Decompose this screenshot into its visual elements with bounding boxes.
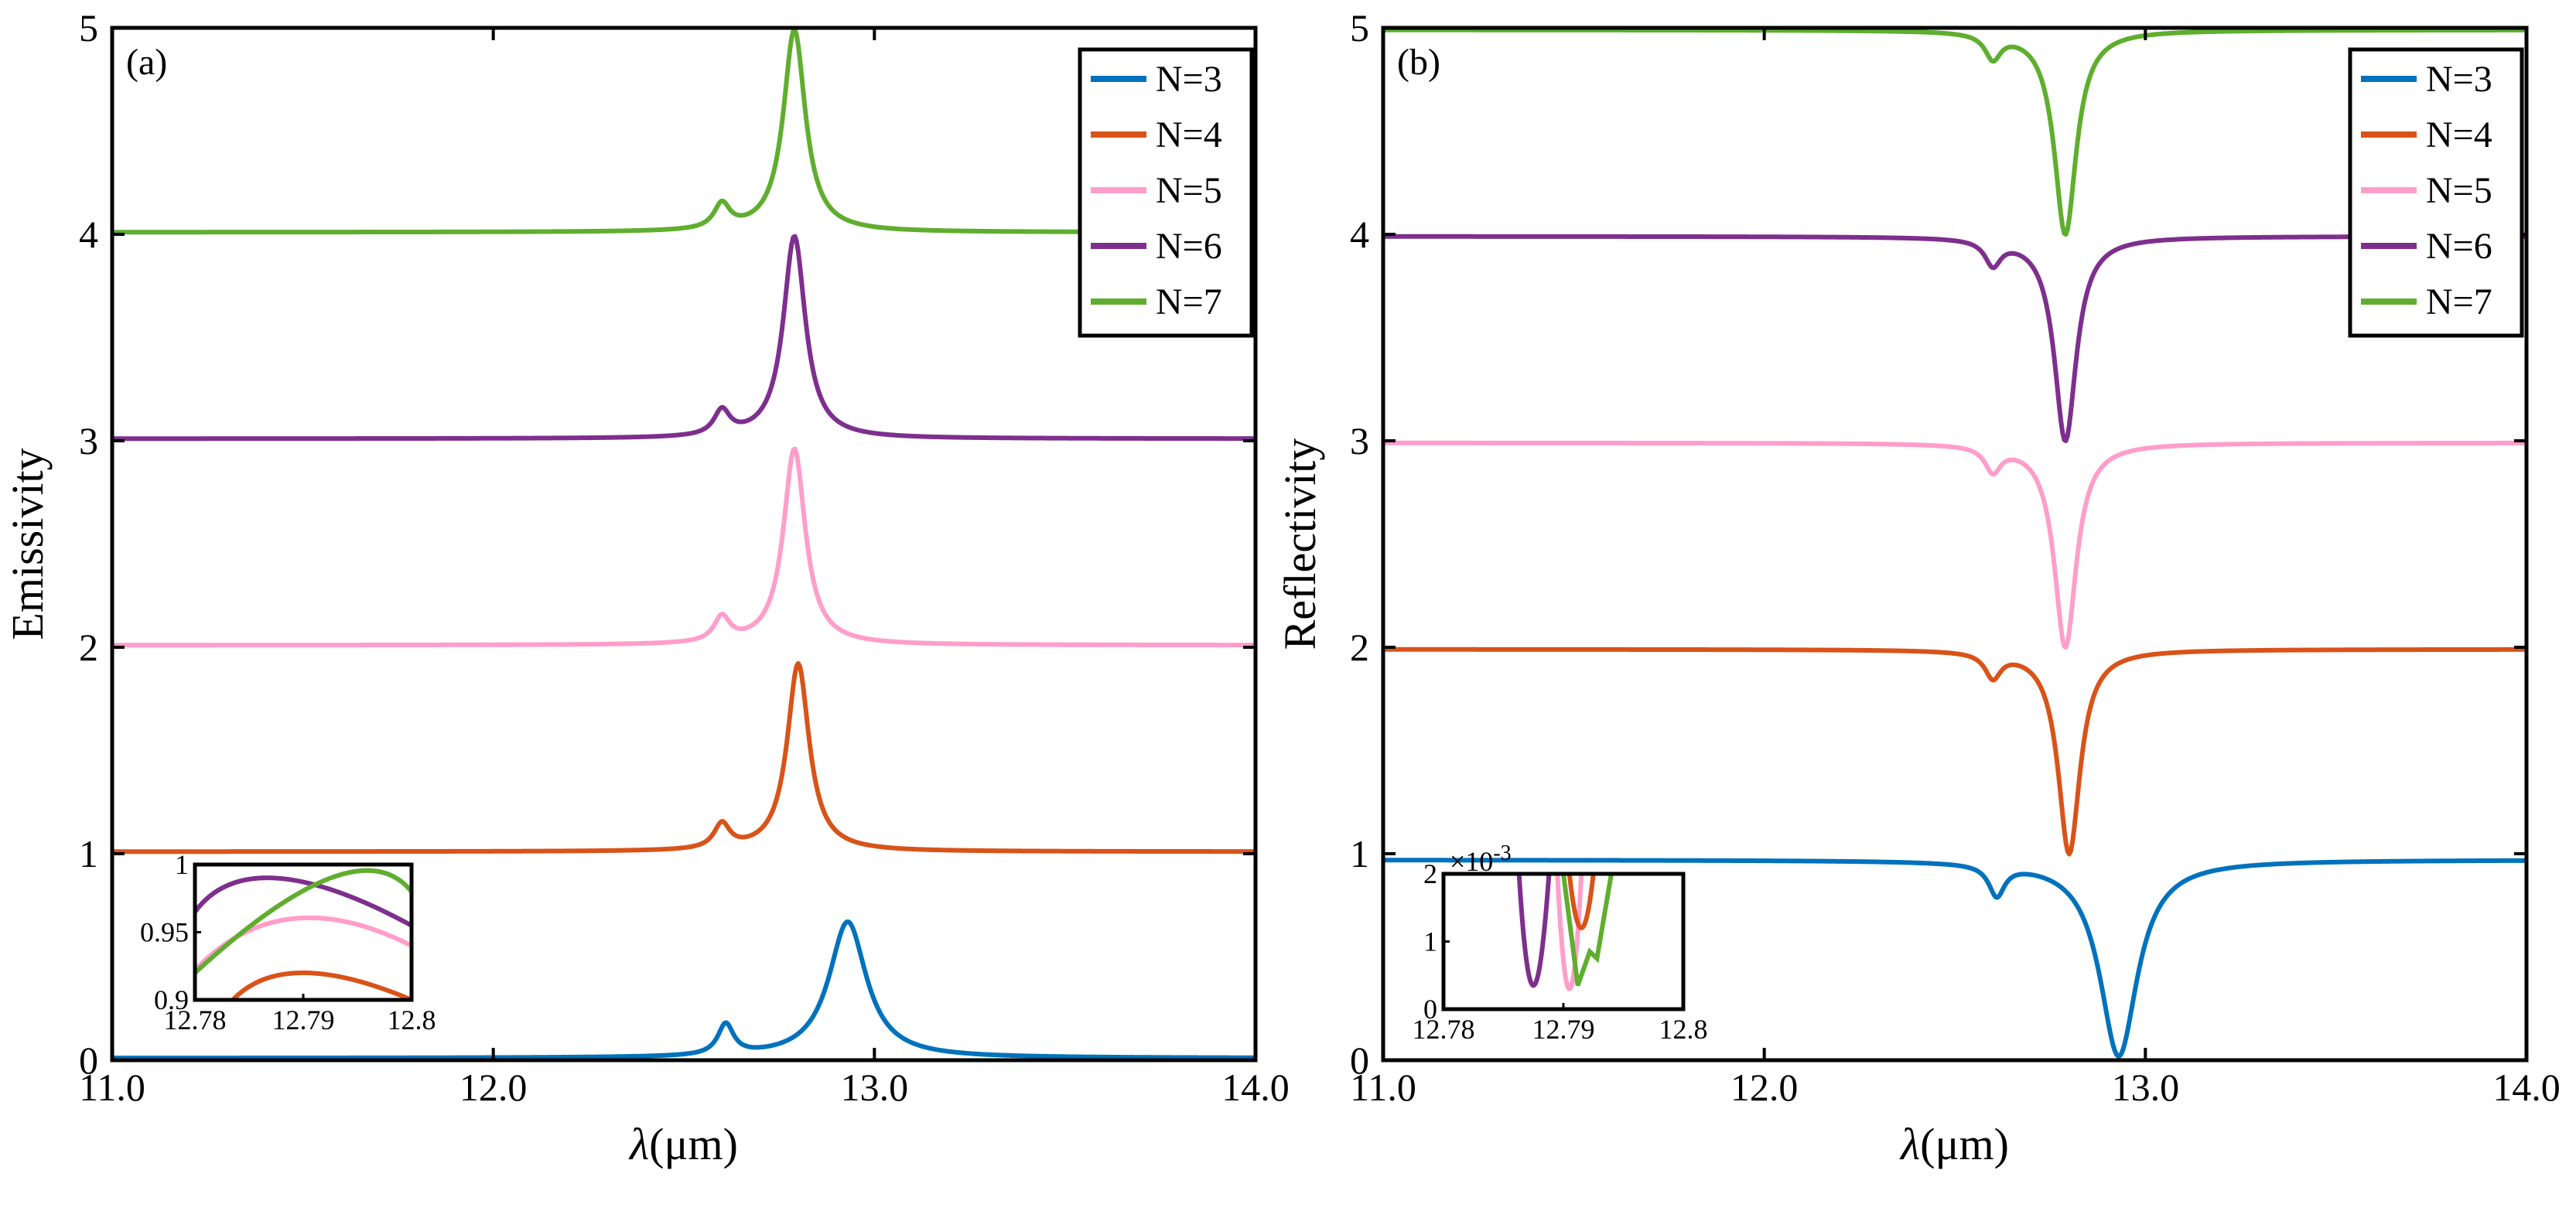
x-tick-label: 11.0 (79, 1066, 145, 1109)
legend-label: N=5 (2426, 170, 2492, 211)
y-axis-title: Reflectivity (1275, 438, 1325, 650)
y-tick-label: 2 (79, 626, 98, 669)
legend-label: N=7 (2426, 281, 2492, 322)
y-tick-label: 0 (1350, 1039, 1369, 1082)
x-tick-label: 14.0 (1221, 1066, 1290, 1109)
y-tick-label: 5 (1350, 6, 1369, 49)
x-axis-title: λ(μm) (628, 1119, 738, 1169)
inset-series-line-n4 (1566, 874, 1596, 930)
inset-series-line-n4 (231, 971, 412, 1000)
series-line-n5 (111, 446, 1256, 648)
x-tick-label: 14.0 (2492, 1066, 2561, 1109)
series-line-n7 (1382, 27, 2527, 237)
y-axis-title: Emissivity (2, 448, 53, 640)
y-tick-label: 5 (79, 6, 98, 49)
series-line-n4 (111, 660, 1256, 855)
panel-b: 11.0 12.0 13.0 14.0 0 1 2 3 4 5 λ(μm) Reflectivity (… (1275, 6, 2561, 1169)
legend-label: N=4 (1156, 114, 1222, 155)
inset-x-tick-label: 12.79 (1532, 1014, 1595, 1045)
x-tick-label: 12.0 (1730, 1066, 1799, 1109)
inset-y-tick-label: 1 (175, 849, 189, 880)
x-axis-title-unit: (μm) (1920, 1119, 2009, 1169)
y-tick-label: 0 (79, 1039, 98, 1082)
y-tick-label: 3 (79, 419, 98, 462)
legend: N=3 N=4 N=5 N=6 N=7 (1078, 47, 1254, 338)
inset-scale-exponent: -3 (1493, 841, 1511, 865)
legend-label: N=5 (1156, 170, 1222, 211)
legend-label: N=6 (2426, 226, 2492, 267)
legend-label: N=6 (1156, 226, 1222, 267)
x-axis-title-symbol: λ (628, 1119, 649, 1169)
series-line-n6 (111, 234, 1256, 442)
inset-y-tick-label: 1 (1423, 926, 1437, 957)
inset-x-tick-label: 12.78 (164, 1005, 227, 1035)
series-line-n4 (1382, 646, 2527, 857)
x-axis-title-unit: (μm) (649, 1119, 738, 1169)
series-line-n6 (1382, 234, 2527, 444)
inset: 12.78 12.79 12.8 0 1 2 ×10-3 (1413, 841, 1708, 1045)
inset-y-tick-label: 0.95 (140, 917, 189, 948)
y-tick-label: 3 (1350, 419, 1369, 462)
inset-x-tick-label: 12.8 (1659, 1014, 1708, 1045)
inset-series-line-n6 (195, 875, 412, 928)
series-line-n5 (1382, 440, 2527, 650)
legend-label: N=3 (1156, 59, 1222, 100)
inset-x-tick-label: 12.8 (388, 1005, 436, 1035)
axes-frame (1381, 26, 2529, 1063)
legend-label: N=7 (1156, 281, 1222, 322)
inset-series-line-n7 (195, 868, 412, 975)
inset-series-line-n6 (1516, 874, 1552, 988)
y-tick-label: 2 (1350, 626, 1369, 669)
inset-y-tick-label: 0 (1423, 994, 1437, 1025)
inset-x-tick-label: 12.79 (272, 1005, 335, 1035)
legend-label: N=4 (2426, 114, 2492, 155)
series-line-n3 (1382, 858, 2527, 1059)
y-tick-label: 4 (79, 213, 98, 256)
inset-series-group (1516, 874, 1614, 991)
inset: 12.78 12.79 12.8 0.9 0.95 1 (140, 849, 436, 1035)
legend: N=3 N=4 N=5 N=6 N=7 (2348, 47, 2524, 338)
y-tick-label: 1 (1350, 832, 1369, 875)
inset-y-tick-label: 0.9 (154, 984, 189, 1015)
series-group (1382, 27, 2527, 1059)
inset-series-group (195, 868, 412, 1000)
x-tick-label: 11.0 (1350, 1066, 1416, 1109)
panel-label: (b) (1397, 42, 1440, 83)
x-axis-title-symbol: λ (1899, 1119, 1920, 1169)
series-group (111, 27, 1256, 1061)
axes-frame (110, 26, 1258, 1063)
inset-scale-base: ×10 (1450, 846, 1493, 877)
y-tick-label: 1 (79, 832, 98, 875)
panel-a: 11.0 12.0 13.0 14.0 0 1 2 3 4 5 λ(μm) Emissivity (a)… (2, 6, 1290, 1169)
series-line-n3 (111, 919, 1256, 1061)
panel-label: (a) (126, 42, 167, 83)
inset-y-tick-label: 2 (1423, 858, 1437, 889)
x-tick-label: 13.0 (2112, 1066, 2180, 1109)
y-tick-label: 4 (1350, 213, 1369, 256)
legend-label: N=3 (2426, 59, 2492, 100)
inset-series-line-n7 (1561, 874, 1614, 987)
x-tick-label: 12.0 (460, 1066, 528, 1109)
series-line-n7 (111, 27, 1256, 235)
x-axis-title: λ(μm) (1899, 1119, 2009, 1169)
inset-scale-factor: ×10-3 (1450, 841, 1512, 877)
inset-x-tick-label: 12.78 (1413, 1014, 1475, 1045)
x-tick-label: 13.0 (841, 1066, 909, 1109)
